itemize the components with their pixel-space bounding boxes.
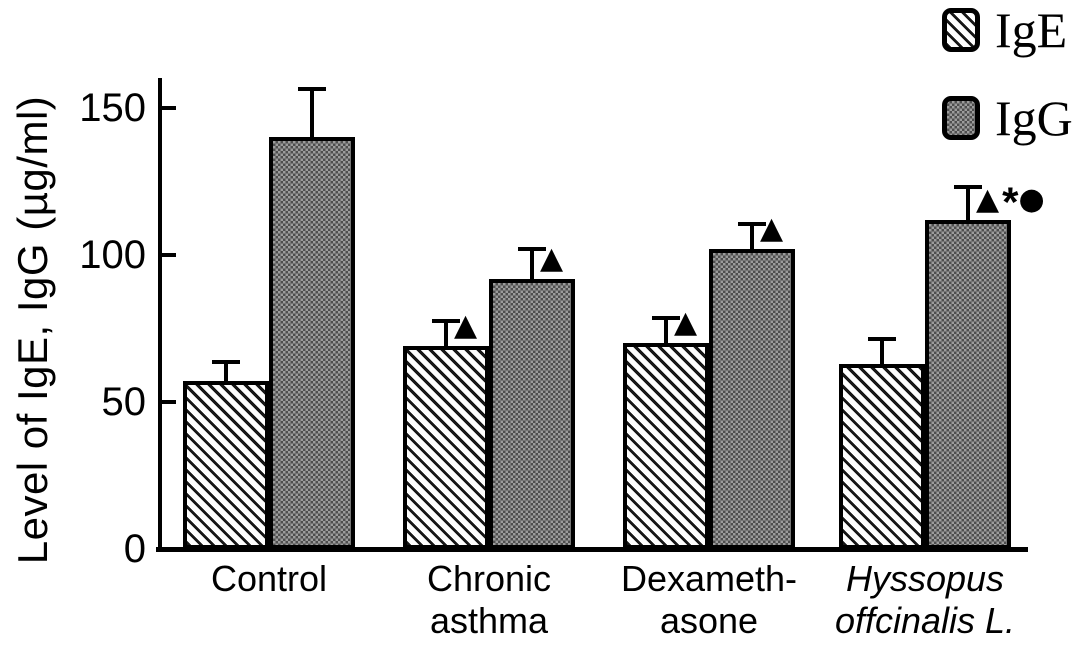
bar-igg-dexameth-asone [709,249,795,549]
error-cap-ige-hyssopus-offcinalis-l [868,337,896,341]
bar-igg-hyssopus-offcinalis-l [925,220,1011,549]
error-cap-igg-hyssopus-offcinalis-l [954,185,982,189]
y-axis-title: Level of IgE, IgG (µg/ml) [9,95,56,565]
x-axis-line [156,547,1028,552]
y-tick-150 [158,106,176,110]
circle-symbol: ● [1018,182,1048,217]
y-tick-100 [158,253,176,257]
legend-item-ige: IgE [942,4,1073,56]
significance-igg-hyssopus-offcinalis-l: ▲*● [976,181,1048,223]
y-tick-50 [158,400,176,404]
y-tick-label-50: 50 [101,380,147,424]
error-bar-igg-dexameth-asone [750,225,754,249]
triangle-symbol: ▲ [976,182,1003,217]
y-tick-label-100: 100 [79,233,146,277]
bar-ige-dexameth-asone [623,343,709,549]
significance-igg-chronic-asthma: ▲ [540,243,566,275]
legend-swatch-igg-pattern-icon [942,96,980,140]
bar-igg-control [269,137,355,549]
error-bar-igg-chronic-asthma [530,250,534,279]
x-label-chronic-asthma: Chronic asthma [426,558,552,641]
bar-ige-chronic-asthma [403,346,489,549]
legend-label-ige: IgE [995,2,1068,58]
error-bar-ige-dexameth-asone [664,319,668,343]
error-bar-igg-control [310,90,314,137]
legend-swatch-ige-pattern-icon [942,8,980,52]
error-bar-ige-chronic-asthma [444,322,448,346]
significance-ige-chronic-asthma: ▲ [454,310,480,342]
triangle-symbol: ▲ [454,308,481,343]
x-label-control: Control [210,558,328,599]
asterisk-symbol: * [1002,178,1019,226]
triangle-symbol: ▲ [540,241,567,276]
y-tick-label-150: 150 [79,86,146,130]
significance-igg-dexameth-asone: ▲ [760,213,786,245]
error-cap-ige-dexameth-asone [652,316,680,320]
error-bar-ige-hyssopus-offcinalis-l [880,340,884,364]
x-label-hyssopus-offcinalis-l: Hyssopus offcinalis L. [834,558,1016,641]
x-label-dexameth-asone: Dexameth-asone [620,558,798,641]
error-cap-igg-chronic-asthma [518,247,546,251]
triangle-symbol: ▲ [674,305,701,340]
significance-ige-dexameth-asone: ▲ [674,307,700,339]
y-tick-label-0: 0 [123,527,146,571]
bar-ige-control [183,381,269,549]
error-cap-igg-control [298,87,326,91]
error-bar-igg-hyssopus-offcinalis-l [966,188,970,220]
triangle-symbol: ▲ [760,211,787,246]
error-cap-ige-control [212,360,240,364]
legend-label-igg: IgG [995,90,1073,146]
legend-item-igg: IgG [942,92,1073,144]
y-axis-line [158,78,162,552]
error-bar-ige-control [224,363,228,381]
error-cap-igg-dexameth-asone [738,222,766,226]
error-cap-ige-chronic-asthma [432,319,460,323]
bar-ige-hyssopus-offcinalis-l [839,364,925,549]
bar-igg-chronic-asthma [489,279,575,549]
legend: IgE IgG [942,4,1073,180]
